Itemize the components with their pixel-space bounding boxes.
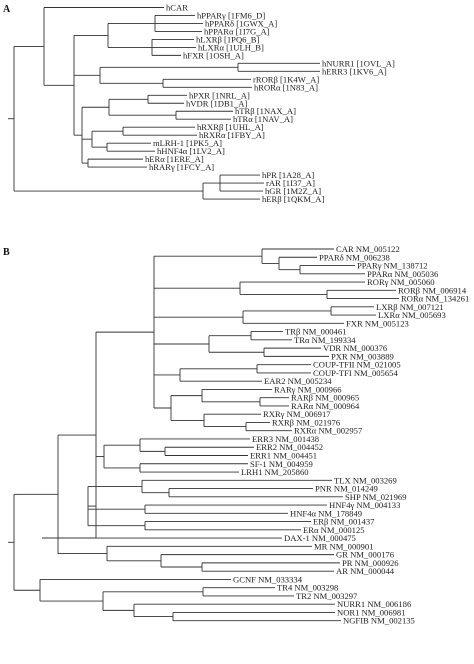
tree-b-leaf-label: PR NM_000926	[342, 558, 399, 568]
tree-a-leaf-label: hLXRα [1ULH_B]	[198, 42, 264, 52]
tree-b-leaf-label: TRβ NM_000461	[285, 327, 346, 337]
tree-b-leaf-label: AR NM_000044	[336, 566, 395, 576]
tree-a-leaf-label: hVDR [1DB1_A]	[186, 98, 247, 108]
tree-a-leaf-label: hPPARδ [1GWX_A]	[205, 18, 277, 28]
tree-b-leaf-label: GR NM_000176	[336, 550, 395, 560]
tree-a-leaf-label: rAR [1I37_A]	[266, 178, 315, 188]
tree-b-leaf-label: COUP-TFII NM_021005	[313, 360, 401, 370]
tree-a-leaf-label: hPPARγ [1FM6_D]	[197, 10, 265, 20]
tree-a-leaf-label: hTRβ [1NAX_A]	[235, 106, 296, 116]
tree-b-leaf-label: PXR NM_003889	[331, 351, 394, 361]
tree-b-leaf-label: RXRβ NM_021976	[272, 417, 341, 427]
tree-b-leaf-label: HNF4α NM_178849	[290, 508, 362, 518]
tree-b-leaf-label: ERβ NM_001437	[313, 517, 375, 527]
tree-a-leaf-label: hLXRβ [1PQ6_B]	[196, 34, 259, 44]
tree-b-leaf-label: TR4 NM_003298	[277, 583, 338, 593]
tree-b-leaf-label: VDR NM_000376	[323, 343, 388, 353]
tree-b-leaf-label: ERR3 NM_001438	[252, 434, 319, 444]
tree-b-leaf-label: PPARγ NM_138712	[357, 261, 428, 271]
tree-a-leaf-label: hERR3 [1KV6_A]	[322, 66, 387, 76]
tree-panel-a: A hCAR hPPARγ [1FM6_D]hPPARδ [1GWX_A]hPPA…	[3, 3, 395, 205]
tree-b-leaf-label: MR NM_000901	[314, 541, 373, 551]
tree-a-leaf-label: hCAR	[166, 3, 188, 13]
panel-label-a: A	[3, 4, 11, 15]
tree-b-leaf-label: LXRβ NM_007121	[376, 302, 444, 312]
tree-b-leaf-label: SHP NM_021969	[345, 492, 407, 502]
tree-b-leaf-label: COUP-TFI NM_005654	[313, 368, 398, 378]
tree-a-leaf-label: hFXR [1OSH_A]	[183, 50, 244, 60]
tree-b-leaf-label: CAR NM_005122	[336, 244, 400, 254]
tree-b-leaf-label: ERR1 NM_004451	[250, 451, 317, 461]
tree-b-leaf-label: GCNF NM_033334	[233, 574, 303, 584]
tree-b-leaf-label: TR2 NM_003297	[296, 591, 358, 601]
tree-a-leaf-label: hRARγ [1FCY_A]	[149, 162, 214, 172]
tree-a-leaf-label: hERβ [1QKM_A]	[262, 194, 325, 204]
tree-a-leaf-label: hERα [1ERE_A]	[145, 154, 204, 164]
tree-b-leaf-label: RARβ NM_000965	[291, 393, 359, 403]
tree-b-leaf-label: RXRγ NM_006917	[263, 409, 331, 419]
tree-b-leaf-label: ERR2 NM_004452	[256, 442, 323, 452]
tree-b-leaf-label: RARα NM_000964	[291, 401, 360, 411]
tree-b-leaf-label: RORα NM_134261	[401, 294, 469, 304]
tree-a-leaf-label: rRORβ [1K4W_A]	[253, 74, 319, 84]
tree-a-leaf-label: hGR [1M2Z_A]	[265, 186, 321, 196]
tree-b-leaf-label: RXRα NM_002957	[294, 426, 363, 436]
tree-a-leaf-label: hPR [1A28_A]	[262, 170, 314, 180]
tree-a-leaf-label: mLRH-1 [1PK5_A]	[153, 138, 222, 148]
tree-b-leaf-label: PNR NM_014249	[315, 484, 378, 494]
tree-b-leaf-label: DAX-1 NM_000475	[284, 533, 356, 543]
tree-b-leaf-label: NOR1 NM_006981	[337, 607, 406, 617]
tree-a-leaf-label: hNURR1 [1OVL_A]	[322, 58, 395, 68]
tree-a-leaf-label: hRXRβ [1UHL_A]	[197, 122, 264, 132]
tree-b-leaf-label: EAR2 NM_005234	[264, 376, 332, 386]
tree-b-leaf-label: PPARα NM_005036	[367, 269, 439, 279]
tree-a-leaf-label: hRORα [1N83_A]	[254, 82, 318, 92]
tree-b-leaf-label: PPARδ NM_006238	[319, 252, 390, 262]
tree-b-leaf-label: LXRα NM_005693	[378, 310, 446, 320]
tree-b-leaf-label: NGFIB NM_002135	[343, 616, 415, 626]
tree-a-leaf-label: hPPARα [1I7G_A]	[204, 26, 270, 36]
tree-b-leaf-label: HNF4γ NM_004133	[329, 500, 400, 510]
panel-label-b: B	[3, 247, 10, 258]
tree-b-leaf-label: ERα NM_000125	[303, 525, 365, 535]
tree-b-leaf-label: RORγ NM_005060	[367, 277, 435, 287]
tree-b-leaf-label: NURR1 NM_006186	[337, 599, 412, 609]
tree-a-leaf-label: hTRα [1NAV_A]	[233, 114, 293, 124]
tree-b-leaf-label: TRα NM_199334	[294, 335, 356, 345]
tree-b-leaf-label: SF-1 NM_004959	[250, 459, 313, 469]
tree-b-leaf-label: TLX NM_003269	[334, 475, 397, 485]
tree-a-leaf-label: hHNF4α [1LV2_A]	[157, 146, 225, 156]
tree-b-leaf-label: FXR NM_005123	[346, 318, 409, 328]
tree-a-leaf-label: hPXR [1NRL_A]	[189, 90, 250, 100]
tree-a-leaf-label: hRXRα [1FBY_A]	[199, 130, 265, 140]
tree-b-leaf-label: RORβ NM_006914	[398, 285, 467, 295]
tree-b-leaf-label: RARγ NM_000966	[274, 384, 342, 394]
tree-b-leaf-label: LRH1 NM_205860	[241, 467, 309, 477]
